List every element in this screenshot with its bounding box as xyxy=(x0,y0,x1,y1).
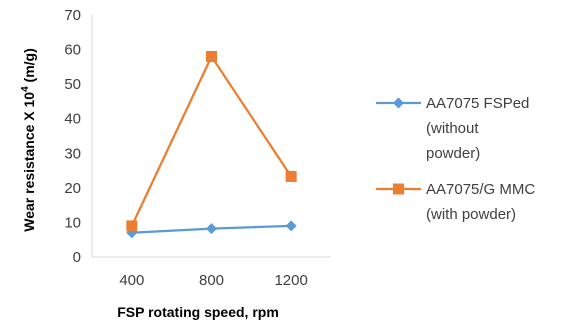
y-axis-title-text: Wear resistance X 10 xyxy=(21,92,37,232)
data-point-marker xyxy=(285,220,297,232)
series-line xyxy=(130,55,293,227)
y-tick-label: 0 xyxy=(73,249,81,266)
x-axis-title: FSP rotating speed, rpm xyxy=(117,304,279,320)
legend-label-line: AA7075/G MMC xyxy=(426,181,535,198)
series-2 xyxy=(126,50,297,232)
x-tick-label: 800 xyxy=(199,272,224,289)
y-tick-label: 50 xyxy=(64,76,81,93)
y-tick-label: 30 xyxy=(64,145,81,162)
x-axis-ticks: 400 800 1200 xyxy=(119,272,308,289)
y-tick-label: 40 xyxy=(64,111,81,128)
x-tick-label: 1200 xyxy=(274,272,307,289)
legend-label-line: (without xyxy=(426,120,479,137)
data-point-marker xyxy=(126,220,138,232)
legend-item-2: AA7075/G MMC (with powder) xyxy=(376,181,535,223)
data-point-marker xyxy=(206,50,217,62)
y-tick-label: 60 xyxy=(64,42,81,59)
y-tick-label: 70 xyxy=(64,7,81,24)
legend: AA7075 FSPed (without powder) AA7075/G MMC (… xyxy=(376,95,535,223)
data-point-marker xyxy=(206,223,217,235)
series-layer xyxy=(126,50,297,239)
legend-marker xyxy=(393,183,404,195)
y-tick-label: 10 xyxy=(64,214,81,231)
legend-label-line: AA7075 FSPed xyxy=(426,95,529,112)
y-axis-title-unit: (m/g) xyxy=(21,48,37,86)
series-1 xyxy=(126,220,297,239)
legend-marker xyxy=(393,97,404,109)
y-axis-ticks: 0 10 20 30 40 50 60 70 xyxy=(64,7,81,266)
y-tick-label: 20 xyxy=(64,180,81,197)
x-tick-label: 400 xyxy=(119,272,144,289)
legend-label-line: (with powder) xyxy=(426,206,516,223)
legend-item-1: AA7075 FSPed (without powder) xyxy=(376,95,529,162)
data-point-marker xyxy=(285,170,297,182)
legend-label-line: powder) xyxy=(426,145,480,162)
y-axis-title-superscript: 4 xyxy=(20,86,31,92)
y-axis-title: Wear resistance X 104 (m/g) xyxy=(20,48,37,232)
